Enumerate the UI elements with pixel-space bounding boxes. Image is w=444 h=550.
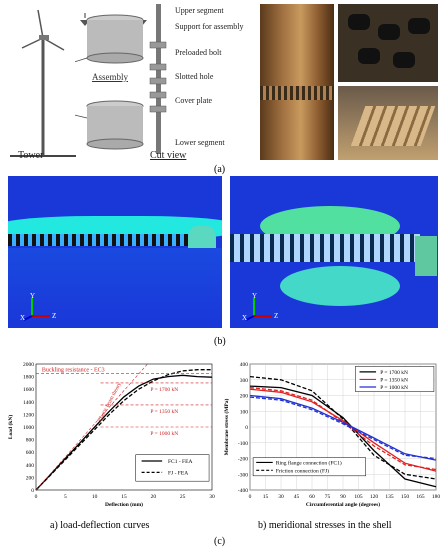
annotation-load: P = 1350 kN [150,409,178,415]
legend-box [135,454,210,482]
x-tick-label: 45 [294,494,300,500]
slotted-plate-photo [338,86,438,160]
y-tick-label: 200 [26,475,35,481]
legend-entry: P = 1700 kN [380,370,408,376]
legend-entry: P = 1350 kN [380,377,408,383]
series-line [249,385,437,488]
cut-view-drawing [149,4,167,154]
x-tick-label: 180 [432,494,441,500]
x-tick-label: 30 [209,494,215,500]
tower-photo [260,4,334,160]
legend-entry: P = 1000 kN [380,385,408,391]
x-tick-label: 30 [278,494,284,500]
x-tick-label: 15 [121,494,127,500]
x-tick-label: 165 [416,494,425,500]
y-tick-label: 400 [240,362,249,368]
cover-plate-label: Cover plate [175,96,213,105]
caption-a: (a) [214,164,226,175]
y-tick-label: 1800 [23,375,34,381]
y-tick-label: 1600 [23,387,34,393]
y-tick-label: 600 [26,450,35,456]
caption-b: (b) [214,336,226,347]
y-tick-label: -200 [238,457,248,463]
y-tick-label: 0 [31,488,34,494]
series-line [249,394,437,461]
upper-segment-label: Upper segment [175,6,224,15]
x-tick-label: 5 [64,494,67,500]
axis-y-right: Y [252,292,258,300]
membrane-stress-chart: 0 15 30 45 60 75 90 105 120 135 150 165 180 -400 -300 -… [223,362,441,508]
legend-entry: FC1 - FEA [168,459,192,465]
y-tick-label: 1000 [23,425,34,431]
y-tick-label: 2000 [23,362,34,368]
axis-x-right: X [242,314,248,322]
y-tick-label: 100 [240,409,249,415]
legend-entry: Ring flange connection (FC1) [276,459,342,466]
y-tick-label: 400 [26,463,35,469]
tower-label: Tower [18,150,44,161]
series-line [35,374,213,491]
wind-turbine-drawing [10,9,76,157]
y-tick-label: 0 [245,425,248,431]
series-line [35,369,212,491]
axis-z-right: Z [274,312,279,320]
axis-z-left: Z [52,312,57,320]
x-tick-label: 60 [309,494,315,500]
fea-model-left [8,176,222,328]
elastic-line [35,363,148,491]
x-tick-label: 120 [370,494,379,500]
x-tick-label: 150 [401,494,410,500]
y-tick-label: 300 [240,378,249,384]
x-tick-label: 20 [151,494,157,500]
slotted-hole-label: Slotted hole [175,72,214,81]
y-tick-label: 1400 [23,400,34,406]
bolt-plates-photo [338,4,438,82]
y-axis-label: Membrane stress (MPa) [223,398,230,455]
legend-entry: FJ - FEA [168,470,188,476]
series-line [249,396,437,460]
x-tick-label: 0 [35,494,38,500]
y-tick-label: 200 [240,394,249,400]
x-tick-label: 0 [249,494,252,500]
axis-triad-right-icon [245,298,272,321]
series-line [249,375,437,480]
legend-box [252,457,366,477]
cut-view-label: Cut view [150,150,187,161]
x-tick-label: 75 [325,494,331,500]
assembly-drawing [75,13,147,150]
axis-triad-left-icon [23,298,50,321]
subcaption-a: a) load-deflection curves [50,520,150,531]
y-tick-label: 800 [26,438,35,444]
axis-y-left: Y [30,292,36,300]
y-axis-label: Load (kN) [7,415,14,439]
annotation-buckling: Buckling resistance - EC3 [42,368,105,374]
subcaption-b: b) meridional stresses in the shell [258,520,392,531]
load-deflection-chart: 0 5 10 15 20 25 30 0 200 400 600 800 1000 1200 1400 160… [7,362,215,508]
x-tick-label: 90 [340,494,346,500]
preloaded-bolt-label: Preloaded bolt [175,48,222,57]
y-tick-label: -100 [238,441,248,447]
y-tick-label: -400 [238,488,248,494]
x-tick-label: 10 [92,494,98,500]
assembly-label: Assembly [92,72,128,82]
y-tick-label: 1200 [23,412,34,418]
lower-segment-label: Lower segment [175,138,225,147]
caption-c: (c) [214,536,226,547]
annotation-load: P = 1000 kN [150,431,178,437]
x-axis-label: Circumferential angle (degrees) [306,501,380,508]
axis-x-left: X [20,314,26,322]
annotation-load: P = 1700 kN [150,387,178,393]
series-line [249,386,437,471]
x-tick-label: 105 [354,494,363,500]
y-tick-label: -300 [238,472,248,478]
legend-entry: Friction connection (FJ) [276,467,329,474]
x-tick-label: 135 [385,494,394,500]
x-tick-label: 25 [180,494,186,500]
series-line [249,388,437,472]
fea-model-right [230,176,438,328]
x-tick-label: 15 [263,494,269,500]
x-axis-label: Deflection (mm) [105,501,143,508]
support-label: Support for assembly [175,22,244,31]
